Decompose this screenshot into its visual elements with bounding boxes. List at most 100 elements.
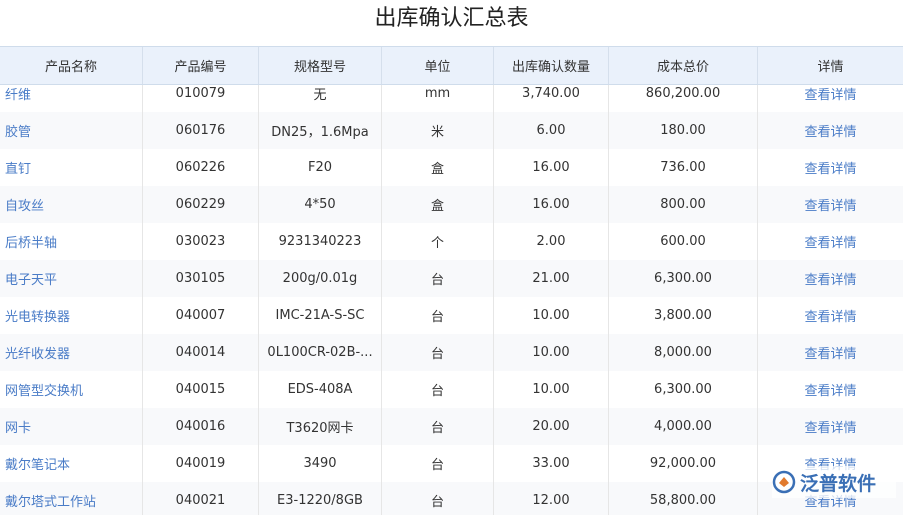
table-cell: 6,300.00 [609, 260, 758, 297]
table-cell: 600.00 [609, 223, 758, 260]
table-cell: 040021 [143, 482, 259, 515]
detail-link[interactable]: 查看详情 [804, 421, 857, 436]
product-link[interactable]: 光电转换器 [0, 297, 143, 334]
table-cell: 040014 [143, 334, 259, 371]
detail-link[interactable]: 查看详情 [804, 125, 857, 140]
table-cell: F20 [259, 149, 382, 186]
table-cell: DN25，1.6Mpa [259, 112, 382, 149]
product-link[interactable]: 网卡 [0, 408, 143, 445]
product-link[interactable]: 电子天平 [0, 260, 143, 297]
header-cell: 成本总价 [609, 47, 758, 84]
header-cell: 产品名称 [0, 47, 143, 84]
table-row: 电子天平 030105 200g/0.01g 台 21.00 6,300.00 查看详情 [0, 260, 903, 298]
detail-link[interactable]: 查看详情 [804, 236, 857, 251]
table-row: 光纤收发器 040014 0L100CR-02B-... 台 10.00 8,000.00… [0, 334, 903, 372]
table-cell: 16.00 [494, 149, 609, 186]
table-cell: 0L100CR-02B-... [259, 334, 382, 371]
table-cell: 10.00 [494, 371, 609, 408]
page-title: 出库确认汇总表 [374, 6, 529, 31]
table-cell: mm [382, 75, 494, 112]
table-cell: 个 [382, 223, 494, 260]
table-cell: 060176 [143, 112, 259, 149]
table-cell: 米 [382, 112, 494, 149]
product-link[interactable]: 纤维 [0, 75, 143, 112]
table-row: 自攻丝 060229 4*50 盒 16.00 800.00 查看详情 [0, 186, 903, 224]
product-link[interactable]: 戴尔笔记本 [0, 445, 143, 482]
table-row: 光电转换器 040007 IMC-21A-S-SC 台 10.00 3,800.00 查看详… [0, 297, 903, 335]
table-cell: 33.00 [494, 445, 609, 482]
detail-link[interactable]: 查看详情 [804, 273, 857, 288]
table-cell: 060226 [143, 149, 259, 186]
header-cell: 详情 [817, 60, 844, 75]
table-cell: 030023 [143, 223, 259, 260]
table-row: 网管型交换机 040015 EDS-408A 台 10.00 6,300.00 查看详情 [0, 371, 903, 409]
product-link[interactable]: 后桥半轴 [0, 223, 143, 260]
table-cell: 4*50 [259, 186, 382, 223]
table-row: 直钉 060226 F20 盒 16.00 736.00 查看详情 [0, 149, 903, 187]
table-cell: 台 [382, 334, 494, 371]
watermark-icon [772, 470, 796, 494]
table-cell: 3490 [259, 445, 382, 482]
product-link[interactable]: 光纤收发器 [0, 334, 143, 371]
table-cell: 030105 [143, 260, 259, 297]
table-cell: 3,800.00 [609, 297, 758, 334]
table-row: 网卡 040016 T3620网卡台 20.00 4,000.00 查看详情 [0, 408, 903, 446]
table-cell: 736.00 [609, 149, 758, 186]
table-cell: 盒 [382, 149, 494, 186]
header-cell: 规格型号 [259, 47, 382, 84]
detail-link[interactable]: 查看详情 [804, 310, 857, 325]
watermark-text: 泛普软件 [800, 472, 877, 495]
table-cell: 台 [382, 297, 494, 334]
table-cell: 2.00 [494, 223, 609, 260]
table-cell: 10.00 [494, 297, 609, 334]
table-cell: 20.00 [494, 408, 609, 445]
table-cell: 6.00 [494, 112, 609, 149]
table-cell: 8,000.00 [609, 334, 758, 371]
table-cell: 台 [382, 408, 494, 445]
product-link[interactable]: 直钉 [0, 149, 143, 186]
table-cell: E3-1220/8GB [259, 482, 382, 515]
table-cell: 9231340223 [259, 223, 382, 260]
detail-link[interactable]: 查看详情 [804, 162, 857, 177]
table-cell: 台 [382, 260, 494, 297]
table-cell: 010079 [143, 75, 259, 112]
header-cell: 产品编号 [143, 47, 259, 84]
table-cell: 040007 [143, 297, 259, 334]
product-link[interactable]: 自攻丝 [0, 186, 143, 223]
product-link[interactable]: 胶管 [0, 112, 143, 149]
product-link[interactable]: 网管型交换机 [0, 371, 143, 408]
table-cell: 台 [382, 445, 494, 482]
table-cell: 6,300.00 [609, 371, 758, 408]
table-cell: 16.00 [494, 186, 609, 223]
table-cell: 040015 [143, 371, 259, 408]
table-cell: 台 [382, 371, 494, 408]
detail-link[interactable]: 查看详情 [804, 495, 857, 510]
detail-link[interactable]: 查看详情 [804, 88, 857, 103]
table-cell: 21.00 [494, 260, 609, 297]
table-row: 戴尔塔式工作站 040021 E3-1220/8GB 台 12.00 58,800.00 查… [0, 482, 903, 515]
table-cell: 4,000.00 [609, 408, 758, 445]
table-cell: 200g/0.01g [259, 260, 382, 297]
detail-link[interactable]: 查看详情 [804, 199, 857, 214]
table-cell: 10.00 [494, 334, 609, 371]
table-cell: 12.00 [494, 482, 609, 515]
table-cell: 040016 [143, 408, 259, 445]
table-cell: 92,000.00 [609, 445, 758, 482]
table-cell: 无 [259, 75, 382, 112]
table-header: 产品名称 产品编号 规格型号 单位 出库确认数量 成本总价 详情 [0, 46, 903, 85]
table-row: 胶管 060176 DN25，1.6Mpa 米 6.00 180.00 查看详情 [0, 112, 903, 150]
table-cell: 180.00 [609, 112, 758, 149]
table-cell: 台 [382, 482, 494, 515]
table-cell: 040019 [143, 445, 259, 482]
table-cell: EDS-408A [259, 371, 382, 408]
detail-link[interactable]: 查看详情 [804, 384, 857, 399]
table-cell: T3620网卡 [259, 408, 382, 445]
table-cell: 58,800.00 [609, 482, 758, 515]
detail-link[interactable]: 查看详情 [804, 347, 857, 362]
product-link[interactable]: 戴尔塔式工作站 [0, 482, 143, 515]
table-cell: 盒 [382, 186, 494, 223]
table-cell: 860,200.00 [609, 75, 758, 112]
table-cell: 060229 [143, 186, 259, 223]
